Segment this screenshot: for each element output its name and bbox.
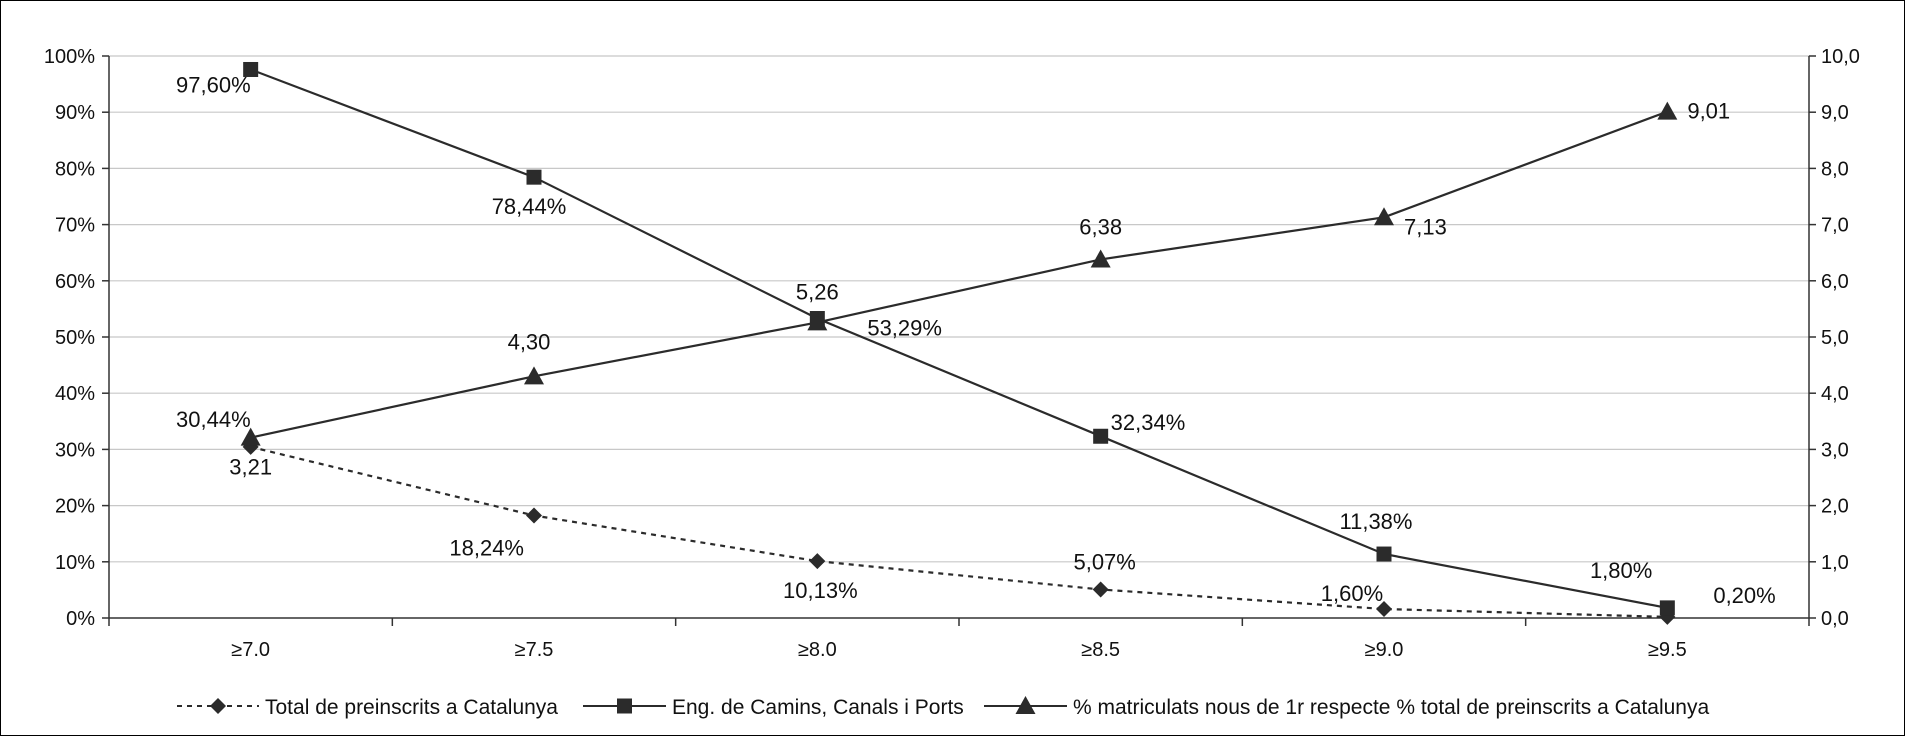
x-tick-label: ≥8.5 [1081, 639, 1120, 661]
data-label-camins: 78,44% [492, 194, 567, 219]
legend-marker-matriculats [1015, 696, 1036, 714]
data-point-camins [526, 169, 542, 185]
data-label-matriculats: 3,21 [229, 455, 272, 480]
data-label-total: 18,24% [449, 535, 524, 560]
y-left-tick-label: 50% [55, 327, 95, 349]
data-label-matriculats: 9,01 [1687, 99, 1730, 124]
data-point-camins [1093, 428, 1109, 444]
data-label-camins: 97,60% [176, 72, 251, 97]
y-left-tick-label: 0% [66, 608, 95, 630]
data-label-matriculats: 4,30 [508, 329, 551, 354]
y-left-tick-label: 90% [55, 102, 95, 124]
y-right-tick-label: 8,0 [1821, 158, 1849, 180]
data-point-matriculats [240, 427, 261, 446]
series-line-total [250, 445, 1668, 618]
y-right-tick-label: 10,0 [1821, 46, 1860, 68]
data-label-matriculats: 6,38 [1079, 214, 1122, 239]
data-point-camins [1659, 600, 1675, 616]
legend-marker-camins [617, 698, 632, 714]
y-right-tick-label: 3,0 [1821, 439, 1849, 461]
data-label-total: 10,13% [783, 578, 858, 603]
y-right-tick-label: 5,0 [1821, 327, 1849, 349]
data-label-matriculats: 7,13 [1404, 214, 1447, 239]
series-line-matriculats [250, 110, 1668, 439]
legend-marker-total [210, 698, 226, 714]
data-point-matriculats [807, 312, 828, 331]
y-left-tick-label: 60% [55, 271, 95, 293]
data-point-camins [243, 61, 259, 77]
data-point-matriculats [1657, 101, 1678, 120]
data-point-total [526, 507, 542, 524]
y-right-tick-label: 9,0 [1821, 102, 1849, 124]
x-tick-label: ≥7.0 [231, 639, 270, 661]
legend-label-camins: Eng. de Camins, Canals i Ports [672, 696, 964, 719]
data-label-total: 0,20% [1713, 583, 1775, 608]
x-tick-label: ≥8.0 [798, 639, 837, 661]
data-label-total: 30,44% [176, 407, 251, 432]
legend-label-matriculats: % matriculats nous de 1r respecte % tota… [1073, 696, 1709, 719]
x-tick-label: ≥9.5 [1648, 639, 1687, 661]
x-tick-label: ≥7.5 [515, 639, 554, 661]
y-left-tick-label: 20% [55, 496, 95, 518]
data-label-matriculats: 5,26 [796, 279, 839, 304]
y-right-tick-label: 7,0 [1821, 215, 1849, 237]
y-left-tick-label: 80% [55, 158, 95, 180]
y-right-tick-label: 4,0 [1821, 383, 1849, 405]
data-point-total [809, 553, 826, 570]
data-label-camins: 53,29% [867, 316, 942, 341]
data-point-matriculats [1090, 249, 1111, 268]
y-left-tick-label: 100% [44, 46, 95, 68]
x-tick-label: ≥9.0 [1365, 639, 1404, 661]
data-label-camins: 32,34% [1111, 410, 1186, 435]
data-point-matriculats [1374, 207, 1394, 226]
y-right-tick-label: 2,0 [1821, 496, 1849, 518]
y-right-tick-label: 0,0 [1821, 608, 1849, 630]
legend-label-total: Total de preinscrits a Catalunya [265, 696, 558, 719]
data-label-camins: 1,80% [1590, 558, 1652, 583]
data-label-total: 5,07% [1073, 550, 1135, 575]
y-right-tick-label: 1,0 [1821, 552, 1849, 574]
data-point-total [1092, 581, 1109, 598]
y-left-tick-label: 30% [55, 439, 95, 461]
y-left-tick-label: 40% [55, 383, 95, 405]
y-left-tick-label: 10% [55, 552, 95, 574]
data-point-matriculats [524, 366, 544, 385]
data-label-total: 1,60% [1321, 581, 1383, 606]
series-line-camins [250, 68, 1668, 609]
y-left-tick-label: 70% [55, 215, 95, 237]
data-point-camins [1376, 546, 1392, 562]
y-right-tick-label: 6,0 [1821, 271, 1849, 293]
data-label-camins: 11,38% [1340, 509, 1413, 534]
data-point-total [1376, 601, 1392, 618]
